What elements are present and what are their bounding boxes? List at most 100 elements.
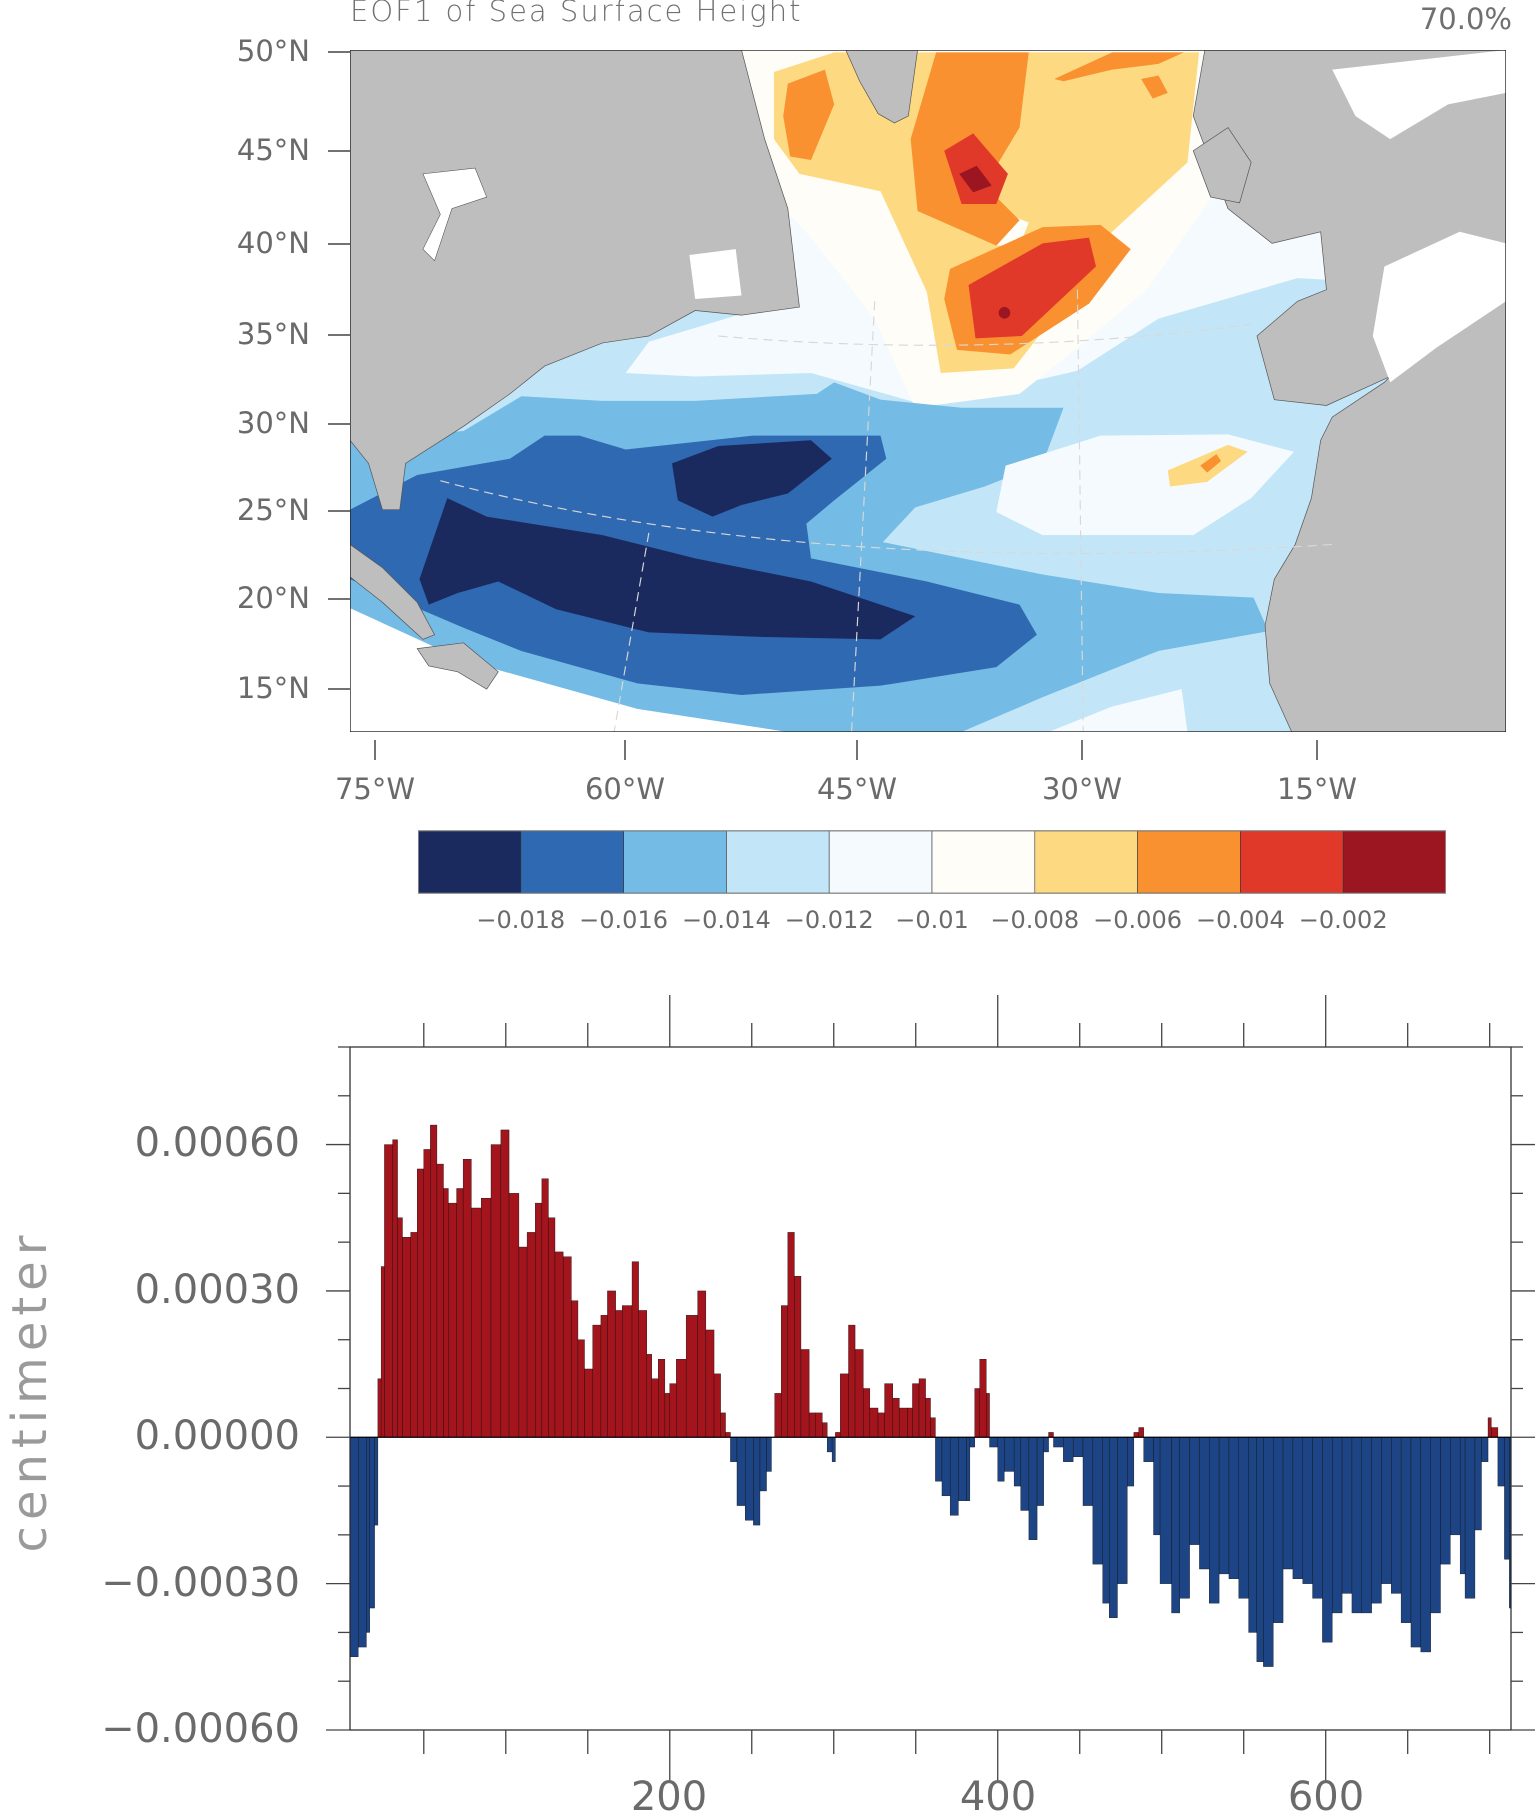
bar-positive [554, 1251, 564, 1438]
bar-positive [600, 1315, 608, 1438]
contour-orange-west [783, 69, 835, 160]
bar-negative [744, 1437, 754, 1521]
bar-positive [631, 1261, 639, 1438]
colorbar-label: −0.002 [1298, 906, 1388, 934]
map-axis-ticks [328, 51, 1318, 760]
bar-positive [930, 1417, 936, 1438]
bar-negative [1218, 1437, 1230, 1575]
bar-negative [1351, 1437, 1362, 1614]
outside-domain-area [350, 608, 788, 732]
bar-positive [884, 1383, 893, 1438]
colorbar-label: −0.01 [895, 906, 969, 934]
bar-positive [571, 1300, 579, 1438]
bar-negative [831, 1437, 836, 1462]
bar-positive [548, 1217, 556, 1438]
bar-positive [490, 1144, 502, 1438]
bar-positive [725, 1432, 731, 1438]
eof-map [350, 50, 1506, 732]
colorbar-swatch [931, 830, 1036, 894]
colorbar-label: −0.006 [1093, 906, 1182, 934]
bar-positive [410, 1232, 418, 1438]
colorbar-swatch [828, 830, 933, 894]
bar-positive [384, 1144, 393, 1438]
bar-negative [1273, 1437, 1284, 1623]
colorbar-border [418, 830, 1446, 894]
x-tick-label: 200 [630, 1774, 708, 1820]
contour-orange-east [1054, 52, 1184, 82]
bar-positive [402, 1237, 411, 1438]
lat-label-25n: 25°N [236, 493, 310, 527]
contour-very-light-south [1048, 689, 1188, 732]
bar-positive [822, 1422, 828, 1438]
bar-positive [380, 1266, 385, 1438]
bar-positive [392, 1139, 398, 1438]
bar-positive [462, 1159, 472, 1438]
bar-negative [1450, 1437, 1461, 1536]
bar-positive [794, 1276, 802, 1438]
bar-negative [1143, 1437, 1154, 1462]
bar-positive [854, 1349, 864, 1438]
bar-negative [997, 1437, 1005, 1482]
colorbar-swatch [520, 830, 624, 894]
bar-negative [1127, 1437, 1135, 1487]
bar-positive [541, 1178, 549, 1438]
contour-darkred-north [959, 165, 992, 193]
y-tick-label: −0.00030 [101, 1560, 300, 1606]
bar-positive [892, 1398, 900, 1438]
bar-negative [1464, 1437, 1476, 1599]
bar-negative [966, 1437, 971, 1501]
lon-label-75w: 75°W [334, 772, 416, 806]
bar-positive [1491, 1427, 1499, 1438]
bar-positive [651, 1378, 659, 1438]
bars [349, 1124, 1512, 1667]
bar-negative [1199, 1437, 1210, 1570]
bar-negative [1256, 1437, 1264, 1662]
land-africa-inland-white [1372, 231, 1506, 383]
bar-positive [577, 1339, 585, 1438]
bar-positive [607, 1290, 616, 1438]
colorbar-swatch [726, 830, 830, 894]
bar-positive [986, 1393, 990, 1438]
bar-negative [1391, 1437, 1402, 1594]
land-great-lakes-water [422, 167, 488, 262]
bar-negative [730, 1437, 738, 1462]
lon-label-30w: 30°W [1041, 772, 1123, 806]
y-tick-label: 0.00000 [134, 1413, 300, 1459]
bar-positive [899, 1407, 908, 1438]
bar-positive [500, 1129, 510, 1438]
bar-negative [1209, 1437, 1220, 1604]
bar-negative [1092, 1437, 1103, 1565]
bar-positive [592, 1324, 602, 1438]
bar-negative [1109, 1437, 1118, 1618]
bar-negative [1159, 1437, 1172, 1584]
bar-positive [615, 1310, 623, 1438]
land-cuba [416, 642, 499, 690]
contour-darkest-north [672, 440, 832, 517]
bar-positive [377, 1378, 382, 1438]
bar-negative [1238, 1437, 1249, 1599]
bar-negative [1153, 1437, 1161, 1536]
bar-negative [1072, 1437, 1084, 1458]
bar-negative [1063, 1437, 1074, 1462]
bar-negative [1332, 1437, 1343, 1614]
bar-negative [366, 1437, 370, 1633]
bar-positive [480, 1198, 492, 1438]
bar-positive [535, 1202, 543, 1438]
bar-negative [1179, 1437, 1190, 1599]
bar-positive [430, 1124, 438, 1438]
lon-label-60w: 60°W [584, 772, 666, 806]
bar-positive [436, 1163, 444, 1438]
bar-positive [918, 1378, 926, 1438]
land-europe-inland-white [1332, 50, 1506, 140]
bar-positive [787, 1232, 795, 1438]
bar-negative [357, 1437, 367, 1648]
colorbar-label: −0.016 [579, 906, 668, 934]
bar-negative [759, 1437, 767, 1492]
bar-positive [781, 1305, 789, 1438]
bar-negative [1440, 1437, 1451, 1565]
y-tick-label: 0.00030 [134, 1267, 300, 1313]
bar-positive [1133, 1432, 1139, 1438]
bar-negative [958, 1437, 967, 1501]
lon-label-15w: 15°W [1276, 772, 1358, 806]
